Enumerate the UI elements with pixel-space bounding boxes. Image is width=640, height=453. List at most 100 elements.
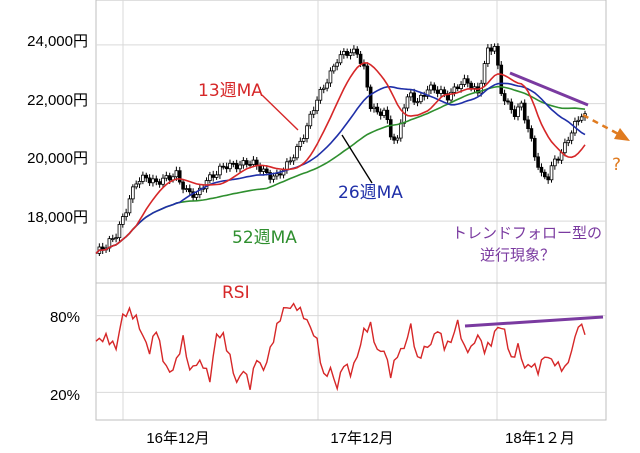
price-y-tick: 22,000円 bbox=[27, 92, 88, 109]
candle-body bbox=[332, 65, 336, 72]
candle-body bbox=[378, 111, 383, 116]
candle-body bbox=[563, 142, 567, 154]
candle-body bbox=[566, 139, 571, 144]
ma52-label: 52週MA bbox=[232, 228, 297, 248]
x-tick-label: 16年12月 bbox=[146, 430, 209, 447]
candle-body bbox=[388, 119, 393, 138]
candle-body bbox=[405, 96, 410, 109]
candle-body bbox=[452, 86, 457, 93]
candle-body bbox=[522, 102, 527, 121]
ma26-line bbox=[95, 82, 586, 254]
rsi-panel: 80% 20% RSI bbox=[50, 282, 607, 421]
candle-body bbox=[358, 53, 363, 64]
candle-body bbox=[375, 106, 380, 113]
candle-body bbox=[144, 174, 149, 179]
candle-body bbox=[546, 176, 550, 181]
candle-body bbox=[305, 125, 309, 139]
price-y-tick: 18,000円 bbox=[27, 209, 88, 226]
candle-body bbox=[489, 47, 494, 52]
x-tick-label: 17年12月 bbox=[330, 430, 393, 447]
candle-body bbox=[291, 157, 296, 162]
candle-body bbox=[382, 109, 386, 116]
price-grid bbox=[95, 0, 607, 420]
candle-body bbox=[167, 175, 172, 181]
candle-body bbox=[455, 86, 460, 90]
candle-body bbox=[486, 47, 490, 65]
candle-body bbox=[576, 119, 581, 122]
candle-body bbox=[308, 113, 313, 127]
candle-body bbox=[348, 52, 353, 56]
candle-body bbox=[221, 165, 226, 168]
candle-body bbox=[506, 100, 510, 103]
ma13-label: 13週MA bbox=[198, 81, 263, 101]
candle-body bbox=[469, 82, 473, 89]
candle-body bbox=[234, 163, 239, 170]
candle-body bbox=[321, 87, 326, 90]
forecast-arrow bbox=[582, 113, 623, 138]
candle-body bbox=[338, 54, 343, 64]
candle-body bbox=[238, 164, 242, 170]
rsi-grid bbox=[95, 282, 607, 421]
candle-body bbox=[295, 146, 299, 159]
candle-body bbox=[422, 94, 427, 97]
rsi-y-tick: 80% bbox=[50, 309, 80, 326]
candle-body bbox=[214, 174, 219, 178]
candle-body bbox=[184, 188, 189, 191]
candle-body bbox=[271, 175, 276, 180]
candle-body bbox=[472, 86, 477, 89]
candle-body bbox=[141, 174, 145, 182]
price-panel: 18,000円 20,000円 22,000円 24,000円 13週MA 26… bbox=[27, 0, 630, 420]
candle-body bbox=[385, 109, 390, 121]
candle-body bbox=[449, 91, 453, 101]
candle-body bbox=[315, 99, 319, 112]
forecast-question: ? bbox=[612, 155, 621, 175]
candle-body bbox=[543, 171, 547, 178]
candle-body bbox=[482, 63, 487, 84]
candle-body bbox=[228, 162, 232, 170]
rsi-title: RSI bbox=[222, 283, 250, 303]
candle-body bbox=[429, 84, 433, 91]
candle-body bbox=[345, 51, 349, 56]
candle-body bbox=[419, 94, 423, 103]
candle-body bbox=[368, 86, 373, 110]
price-y-tick: 24,000円 bbox=[27, 33, 88, 50]
candle-body bbox=[442, 89, 447, 95]
candle-body bbox=[164, 175, 169, 179]
divergence-note-line2: 逆行現象？ bbox=[480, 246, 555, 264]
price-y-tick: 20,000円 bbox=[27, 150, 88, 167]
candle-body bbox=[496, 45, 500, 66]
candle-body bbox=[365, 65, 370, 88]
candle-body bbox=[536, 156, 540, 168]
candle-body bbox=[492, 45, 497, 52]
candle-body bbox=[439, 89, 443, 94]
candle-body bbox=[402, 107, 406, 124]
price-trend-line bbox=[509, 71, 589, 107]
candle-body bbox=[298, 140, 303, 147]
candle-body bbox=[579, 116, 584, 121]
candle-body bbox=[335, 62, 339, 67]
forecast-arrowhead bbox=[614, 128, 630, 141]
candle-body bbox=[395, 137, 400, 141]
price-y-ticks: 18,000円 20,000円 22,000円 24,000円 bbox=[27, 33, 88, 226]
candle-body bbox=[355, 48, 360, 55]
candle-body bbox=[352, 48, 356, 54]
candle-body bbox=[425, 89, 430, 97]
candle-body bbox=[241, 160, 246, 166]
candle-body bbox=[137, 181, 142, 185]
candle-body bbox=[532, 137, 537, 158]
divergence-note-line1: トレンドフォロー型の bbox=[452, 224, 602, 242]
candle-body bbox=[161, 177, 165, 185]
ma13-line bbox=[95, 62, 586, 254]
candle-body bbox=[258, 165, 262, 172]
candle-body bbox=[211, 174, 216, 178]
candle-body bbox=[519, 102, 524, 108]
candle-body bbox=[127, 198, 132, 214]
candle-body bbox=[435, 89, 440, 94]
candle-body bbox=[398, 122, 403, 139]
candle-body bbox=[265, 168, 269, 174]
ma26-label: 26週MA bbox=[338, 183, 403, 203]
candle-body bbox=[177, 170, 182, 183]
candle-body bbox=[208, 174, 212, 181]
x-axis: 16年12月 17年12月 18年1２月 bbox=[146, 430, 575, 447]
